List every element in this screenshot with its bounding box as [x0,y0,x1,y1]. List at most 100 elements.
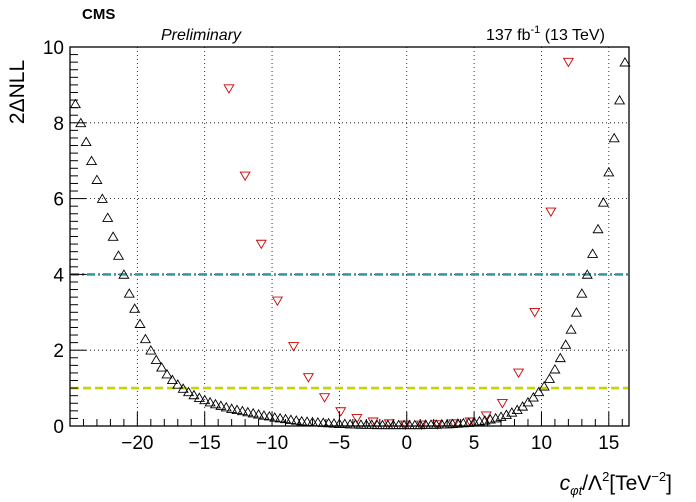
data-point [252,409,265,419]
data-point [415,420,428,431]
data-point [102,212,114,222]
data-point [85,155,98,165]
data-point [150,354,162,364]
data-point [339,418,351,429]
y-tick-label: 0 [53,417,64,438]
experiment-label: CMS [82,6,115,23]
data-point [118,269,130,279]
data-point [258,410,270,420]
data-point [420,419,432,429]
data-point [247,407,259,418]
data-point [382,419,394,430]
data-point [220,401,232,412]
data-point [255,239,267,250]
data-point [619,56,631,67]
data-point [215,400,227,410]
data-point [565,324,577,334]
data-point [156,362,168,372]
data-point [529,308,541,318]
data-point [355,419,367,429]
energy-value: (13 TeV) [540,27,605,44]
x-axis-label-mid: /Λ [582,472,602,495]
data-point [302,373,315,383]
reference-lines [71,273,628,390]
data-point [512,368,525,379]
x-tick-label: −10 [256,433,288,454]
data-point [506,407,518,417]
data-points [69,56,631,431]
data-point [533,386,545,397]
data-point [597,197,609,207]
status-label: Preliminary [161,27,242,44]
y-tick-label: 2 [53,341,64,362]
data-point [236,405,249,416]
data-point [188,389,200,400]
data-point [464,417,476,428]
x-axis-label-c: c [560,472,571,495]
data-point [592,223,604,234]
data-point [335,407,347,417]
data-point [69,98,81,109]
data-point [134,318,146,328]
data-point [366,419,378,429]
plot-frame [69,46,630,427]
y-tick-label: 6 [53,190,64,211]
data-point [161,368,173,379]
lumi-exponent: -1 [530,24,540,36]
x-tick-label: 15 [598,433,619,454]
data-point [448,419,460,429]
data-point [387,419,399,430]
data-point [182,386,195,397]
data-point [301,416,313,426]
data-point [543,373,556,383]
data-point [223,84,235,94]
data-point [545,207,557,218]
y-tick-label: 8 [53,114,64,135]
data-point [129,303,141,313]
grid [70,47,629,426]
data-point [274,412,286,423]
data-point [480,411,492,421]
data-point [107,231,119,241]
lumi-value: 137 fb [486,27,531,44]
x-tick-label: −20 [121,433,153,454]
data-point [399,420,411,431]
data-point [576,288,588,298]
data-point [177,383,189,393]
data-point [538,380,550,391]
data-point [112,250,125,260]
data-point [496,398,508,409]
data-point [522,396,534,407]
data-point [351,414,363,424]
data-point [96,193,108,203]
data-point [393,419,405,430]
data-point [360,419,372,429]
data-point [193,392,205,402]
data-point [123,288,135,298]
x-axis-label-sub: φt [570,483,583,498]
data-point [145,344,157,355]
x-tick-label: 10 [531,433,552,454]
y-tick-labels: 0 2 4 6 8 10 [43,38,65,438]
data-point [199,394,211,405]
data-point [271,296,284,307]
data-point [226,403,238,413]
data-point [613,94,626,105]
data-point [500,409,513,419]
data-point [288,342,300,352]
y-tick-label: 4 [53,265,64,286]
data-point [554,352,566,363]
data-point [285,414,297,424]
data-point [80,136,92,147]
data-point [333,418,345,429]
x-axis-label: cφt/Λ2[TeV−2] [560,469,672,498]
x-tick-label: 0 [401,433,412,454]
data-point [581,269,593,279]
data-point [209,398,222,409]
data-point [527,391,539,402]
y-tick-label: 10 [43,38,64,59]
data-point [562,57,574,68]
data-point [172,379,184,389]
x-axis-label-supm2: −2 [651,469,666,484]
